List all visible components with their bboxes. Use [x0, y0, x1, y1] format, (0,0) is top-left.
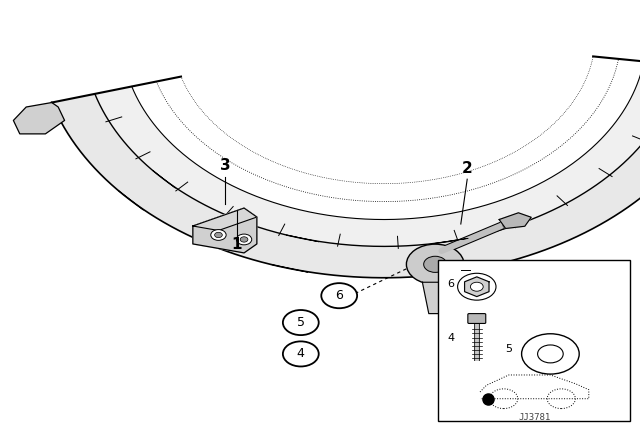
Polygon shape — [465, 277, 489, 297]
Text: 1: 1 — [232, 237, 242, 252]
Polygon shape — [287, 235, 319, 242]
Polygon shape — [118, 191, 143, 210]
Text: 4: 4 — [297, 347, 305, 361]
Polygon shape — [443, 269, 479, 274]
Circle shape — [424, 256, 447, 272]
Circle shape — [470, 282, 483, 291]
Circle shape — [214, 232, 222, 237]
Text: 5: 5 — [506, 345, 512, 354]
Polygon shape — [193, 208, 257, 230]
Text: 3: 3 — [220, 158, 230, 173]
FancyBboxPatch shape — [468, 314, 486, 323]
Circle shape — [283, 341, 319, 366]
Circle shape — [211, 229, 226, 240]
Text: 6: 6 — [335, 289, 343, 302]
Circle shape — [458, 273, 496, 300]
Circle shape — [538, 345, 563, 363]
Polygon shape — [272, 265, 308, 272]
Circle shape — [406, 244, 464, 284]
Text: 2: 2 — [462, 160, 472, 176]
Polygon shape — [52, 65, 640, 278]
Text: 4: 4 — [447, 333, 455, 343]
Circle shape — [522, 334, 579, 374]
Text: 6: 6 — [448, 280, 454, 289]
Polygon shape — [499, 213, 531, 228]
Circle shape — [283, 310, 319, 335]
Polygon shape — [13, 103, 65, 134]
Polygon shape — [435, 238, 468, 243]
Polygon shape — [153, 171, 175, 188]
Circle shape — [240, 237, 248, 242]
Polygon shape — [422, 282, 454, 314]
Text: JJ3781: JJ3781 — [518, 413, 550, 422]
Bar — [438, 260, 630, 421]
Circle shape — [236, 234, 252, 245]
Circle shape — [321, 283, 357, 308]
Polygon shape — [95, 61, 640, 246]
Text: 5: 5 — [297, 316, 305, 329]
Polygon shape — [193, 208, 257, 253]
